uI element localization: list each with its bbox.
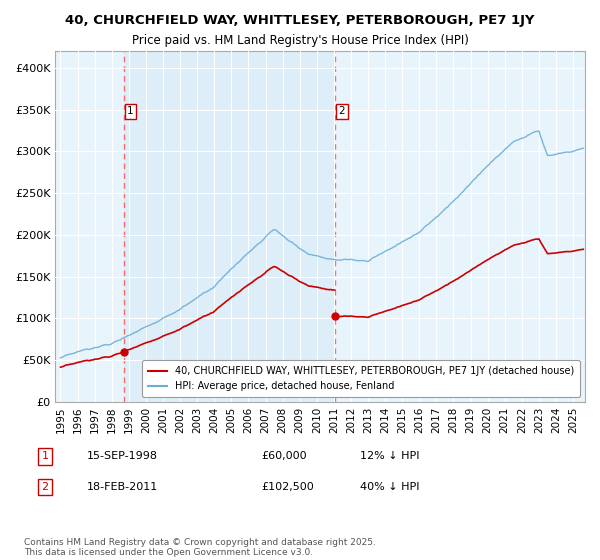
Text: Price paid vs. HM Land Registry's House Price Index (HPI): Price paid vs. HM Land Registry's House …: [131, 34, 469, 46]
Text: 40% ↓ HPI: 40% ↓ HPI: [360, 482, 419, 492]
Text: 1: 1: [41, 451, 49, 461]
Text: £60,000: £60,000: [261, 451, 307, 461]
Text: 15-SEP-1998: 15-SEP-1998: [87, 451, 158, 461]
Text: 40, CHURCHFIELD WAY, WHITTLESEY, PETERBOROUGH, PE7 1JY: 40, CHURCHFIELD WAY, WHITTLESEY, PETERBO…: [65, 14, 535, 27]
Legend: 40, CHURCHFIELD WAY, WHITTLESEY, PETERBOROUGH, PE7 1JY (detached house), HPI: Av: 40, CHURCHFIELD WAY, WHITTLESEY, PETERBO…: [142, 360, 580, 397]
Text: 18-FEB-2011: 18-FEB-2011: [87, 482, 158, 492]
Text: £102,500: £102,500: [261, 482, 314, 492]
Bar: [124, 52, 335, 402]
Text: 2: 2: [41, 482, 49, 492]
Text: 2: 2: [338, 106, 346, 116]
Text: Contains HM Land Registry data © Crown copyright and database right 2025.
This d: Contains HM Land Registry data © Crown c…: [24, 538, 376, 557]
Text: 12% ↓ HPI: 12% ↓ HPI: [360, 451, 419, 461]
Text: 1: 1: [127, 106, 134, 116]
